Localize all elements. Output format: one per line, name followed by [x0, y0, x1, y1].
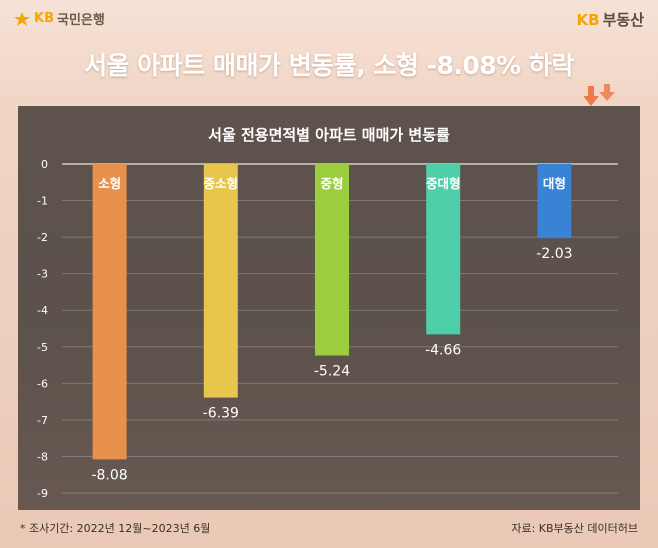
data-label: -8.08	[91, 467, 127, 483]
data-label: -6.39	[203, 406, 239, 422]
category-label: 중대형	[426, 176, 461, 191]
data-label: -4.66	[425, 342, 461, 358]
bar-3	[315, 164, 349, 356]
kb-star-icon	[14, 11, 30, 26]
bar-4	[426, 164, 461, 335]
kb-realestate-name: 부동산	[602, 11, 644, 29]
y-tick-label: -3	[37, 268, 48, 281]
y-tick-label: -8	[37, 450, 48, 463]
kb-realestate-logo: KB 부동산	[577, 9, 644, 30]
category-label: 대형	[543, 176, 566, 191]
top-bar: KB 국민은행 KB 부동산	[0, 0, 658, 44]
kb-realestate-mark: KB	[576, 10, 600, 29]
page-headline: 서울 아파트 매매가 변동률, 소형 -8.08% 하락	[84, 51, 574, 80]
y-tick-label: -4	[37, 304, 48, 317]
category-label: 중소형	[204, 176, 239, 191]
kb-bank-mark: KB	[34, 11, 54, 26]
bar-5	[537, 164, 572, 239]
down-arrows-icon	[584, 84, 615, 106]
chart-title: 서울 전용면적별 아파트 매매가 변동률	[208, 126, 450, 144]
y-tick-label: 0	[41, 158, 48, 171]
category-label: 중형	[320, 176, 343, 191]
y-tick-label: -6	[37, 377, 48, 390]
data-source: 자료: KB부동산 데이터허브	[511, 522, 638, 535]
y-tick-label: -2	[37, 231, 48, 244]
data-label: -2.03	[536, 246, 572, 262]
chart-panel: 서울 전용면적별 아파트 매매가 변동률 0 -1 -2 -3 -4 -5 -6 -7 -8 -9…	[18, 106, 640, 510]
y-tick-label: -5	[37, 341, 48, 354]
survey-period-note: * 조사기간: 2022년 12월~2023년 6월	[20, 522, 211, 535]
bar-chart: 0 -1 -2 -3 -4 -5 -6 -7 -8 -9 소형 -8.08 중소형 -6.39 중형 -5.2…	[37, 158, 618, 500]
kb-bank-name: 국민은행	[56, 13, 105, 28]
bar-1	[92, 164, 127, 460]
y-tick-label: -1	[37, 195, 48, 208]
bar-2	[203, 164, 238, 398]
data-label: -5.24	[314, 364, 350, 380]
y-tick-label: -7	[37, 414, 48, 427]
y-tick-label: -9	[37, 487, 48, 500]
kb-bank-logo: KB 국민은행	[14, 9, 105, 28]
category-label: 소형	[98, 176, 121, 191]
